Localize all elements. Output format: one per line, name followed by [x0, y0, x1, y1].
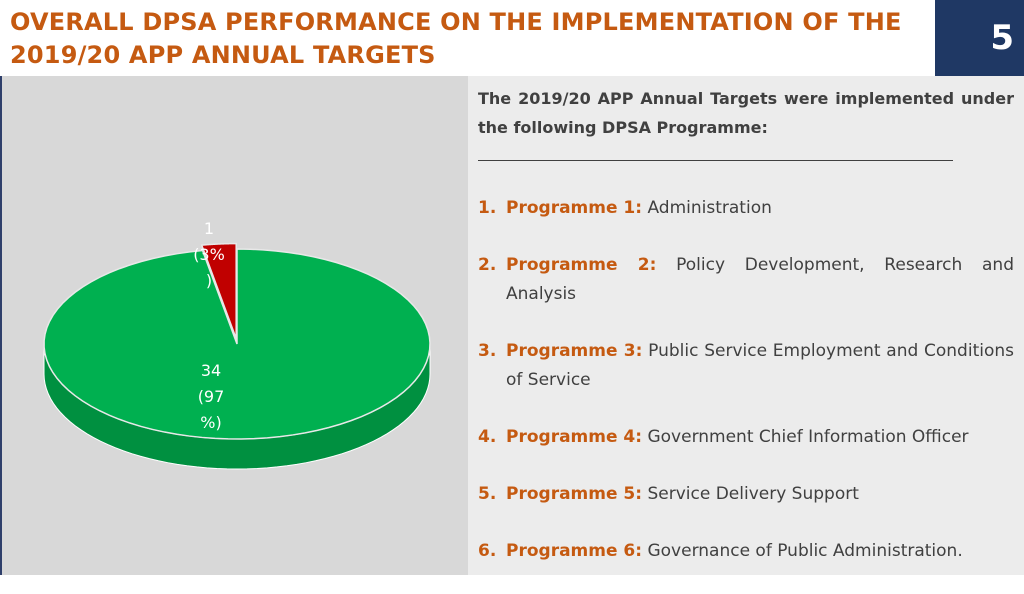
programme-name: Programme 4: — [506, 427, 643, 447]
slide-number: 5 — [935, 0, 1024, 76]
programme-description: Service Delivery Support — [647, 484, 859, 504]
programme-item: 1. Programme 1: Administration — [478, 194, 1014, 223]
pie-slice-1 — [200, 242, 237, 339]
programme-item: 4. Programme 4: Government Chief Informat… — [478, 423, 1014, 452]
slide-title: OVERALL DPSA PERFORMANCE ON THE IMPLEMEN… — [10, 8, 902, 69]
programme-item: 3. Programme 3: Public Service Employment… — [478, 337, 1014, 395]
programme-description: Administration — [647, 198, 772, 218]
programme-description: Policy Development, Research and Analysi… — [506, 255, 1014, 304]
programme-item: 2. Programme 2: Policy Development, Resea… — [478, 251, 1014, 309]
chart-panel: 34 (97%) 1 (3%) — [0, 76, 468, 575]
title-bar: OVERALL DPSA PERFORMANCE ON THE IMPLEMEN… — [0, 0, 935, 76]
programme-list: 1. Programme 1: Administration 2. Programm… — [478, 194, 1014, 594]
programme-number: 6. — [478, 541, 497, 561]
programme-description: Government Chief Information Officer — [647, 427, 969, 447]
programme-item: 5. Programme 5: Service Delivery Support — [478, 480, 1014, 509]
programme-name: Programme 1: — [506, 198, 643, 218]
programme-item: 6. Programme 6: Governance of Public Admi… — [478, 537, 1014, 566]
programme-number: 2. — [478, 255, 497, 275]
programme-number: 4. — [478, 427, 497, 447]
programme-description: Governance of Public Administration. — [647, 541, 963, 561]
programme-name: Programme 2: — [506, 255, 657, 275]
pie-data-label-1: 1 (3%) — [193, 219, 225, 290]
programme-description: Public Service Employment and Conditions… — [506, 341, 1014, 390]
programme-number: 3. — [478, 341, 497, 361]
programme-name: Programme 6: — [506, 541, 643, 561]
programme-name: Programme 5: — [506, 484, 643, 504]
pie-slice-0 — [43, 248, 431, 440]
programme-number: 5. — [478, 484, 497, 504]
divider-line — [478, 160, 953, 161]
programme-name: Programme 3: — [506, 341, 643, 361]
pie-chart: 34 (97 %) 1 (3%) — [43, 219, 431, 470]
intro-text: The 2019/20 APP Annual Targets were impl… — [478, 89, 1014, 137]
programme-number: 1. — [478, 198, 497, 218]
text-panel: The 2019/20 APP Annual Targets were impl… — [468, 76, 1024, 575]
pie-data-label-0: 34 (97%) — [198, 361, 225, 432]
